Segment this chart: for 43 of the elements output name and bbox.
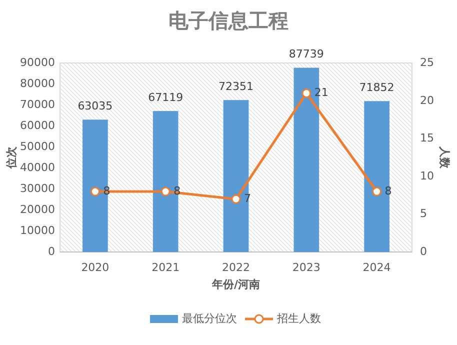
y2-tick-label: 10: [420, 169, 434, 182]
bar: [364, 101, 390, 252]
data-label: 8: [174, 184, 181, 198]
y-tick-label: 90000: [20, 56, 55, 70]
point: [372, 186, 382, 196]
x-tick-label: 2023: [292, 261, 320, 274]
y-tick-label: 10000: [20, 224, 55, 238]
y2-axis-title: 人数: [438, 146, 451, 170]
point: [302, 88, 312, 98]
chart-title: 电子信息工程: [168, 8, 288, 32]
bar: [152, 111, 178, 252]
bar: [223, 100, 249, 252]
x-tick-label: 2021: [152, 261, 180, 274]
point: [160, 186, 170, 196]
y-axis-title: 位次: [5, 146, 18, 170]
data-label: 8: [103, 184, 110, 198]
x-tick-label: 2020: [81, 261, 110, 274]
x-axis-title: 年份/河南: [210, 278, 260, 292]
y2-tick-label: 20: [420, 94, 434, 107]
y-tick-label: 0: [48, 245, 55, 258]
y2-tick-label: 0: [420, 245, 427, 258]
x-tick-label: 2024: [362, 261, 391, 274]
y-tick-label: 80000: [20, 77, 55, 90]
bar: [82, 120, 108, 252]
legend-label: 最低分位次: [182, 312, 237, 326]
data-label: 67119: [148, 91, 184, 104]
y-tick-label: 70000: [20, 98, 55, 112]
y-tick-label: 40000: [20, 161, 55, 174]
point: [231, 194, 241, 204]
data-label: 87739: [288, 48, 324, 61]
x-tick-label: 2022: [222, 261, 250, 274]
y2-tick-label: 5: [420, 207, 427, 220]
y-tick-label: 50000: [20, 140, 55, 154]
y-tick-label: 30000: [20, 182, 55, 196]
data-label: 71852: [359, 81, 394, 94]
point: [90, 186, 100, 196]
legend-label: 招生人数: [276, 312, 321, 326]
data-label: 63035: [78, 100, 113, 113]
data-label: 72351: [218, 80, 254, 94]
y-tick-label: 60000: [20, 119, 55, 132]
y2-tick-label: 15: [420, 132, 434, 145]
y-tick-label: 20000: [20, 203, 55, 216]
y2-tick-label: 25: [420, 56, 434, 70]
